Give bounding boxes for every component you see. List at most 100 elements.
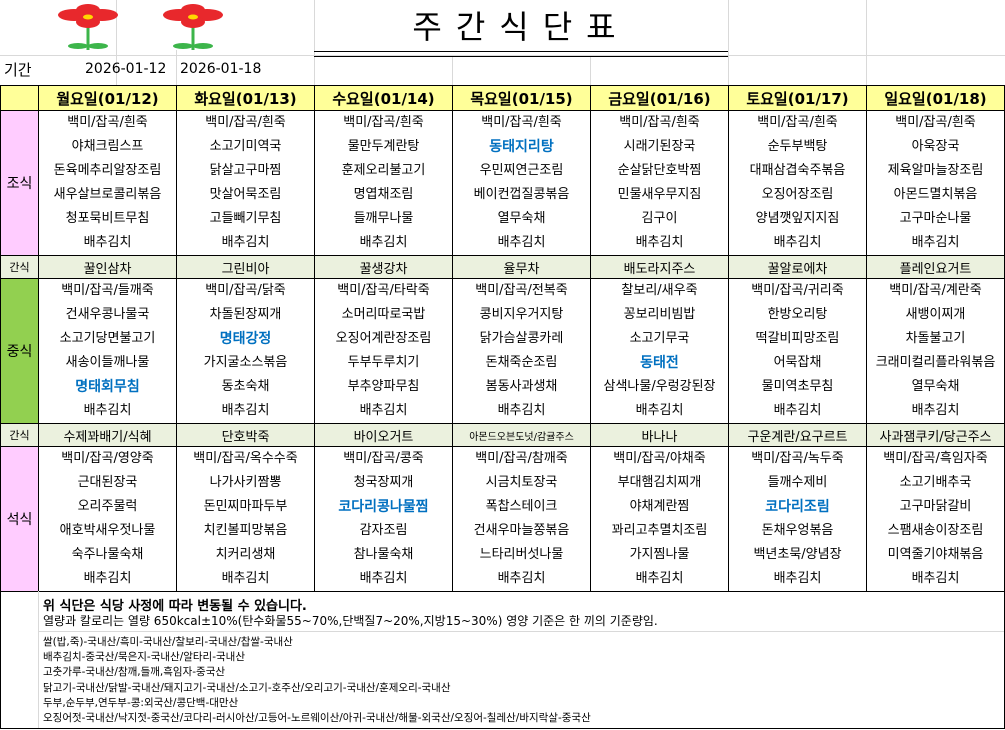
day-header-row: 월요일(01/12) 화요일(01/13) 수요일(01/14) 목요일(01/15)… — [0, 85, 1005, 111]
menu-item: 한방오리탕 — [767, 307, 828, 322]
menu-item: 배추김치 — [773, 403, 822, 418]
menu-item: 청포묵비트무침 — [65, 211, 150, 226]
menu-item: 백미/잡곡/흰죽 — [481, 115, 562, 130]
menu-item: 건새우마늘쫑볶음 — [473, 523, 570, 538]
menu-item: 백년초묵/양념장 — [753, 547, 842, 562]
menu-item: 백미/잡곡/참깨죽 — [475, 451, 568, 466]
origin-line: 쌀(밥,죽)-국내산/흑미-국내산/찰보리-국내산/찹쌀-국내산 — [43, 636, 293, 648]
menu-item: 미역줄기야채볶음 — [887, 547, 984, 562]
menu-item: 순두부백탕 — [767, 139, 828, 154]
day-header: 목요일(01/15) — [452, 85, 591, 111]
snack-cell: 사과잼쿠키/당근주스 — [866, 423, 1005, 447]
menu-item: 떡갈비피망조림 — [755, 331, 840, 346]
menu-item: 열무숙채 — [911, 379, 960, 394]
menu-item: 배추김치 — [497, 403, 546, 418]
menu-item: 명엽채조림 — [353, 187, 414, 202]
menu-item: 폭찹스테이크 — [485, 499, 558, 514]
menu-item: 백미/잡곡/흰죽 — [343, 115, 424, 130]
menu-item: 참나물숙채 — [353, 547, 414, 562]
origin-line: 배추김치-중국산/묵은지-국내산/알타리-국내산 — [43, 651, 245, 664]
menu-item: 오징어계란장조림 — [335, 331, 432, 346]
origin-line: 오징어젓-국내산/낙지젓-중국산/코다리-러시아산/고등어-노르웨이산/아귀-국… — [43, 712, 591, 725]
origin-line: 고춧가루-국내산/참깨,들깨,흑임자-중국산 — [43, 666, 226, 679]
menu-item: 애호박새우젓나물 — [59, 523, 156, 538]
lunch-cell: 백미/잡곡/닭죽 차돌된장찌개 명태강정 가지굴소스볶음 동초숙채 배추김치 — [176, 278, 315, 424]
menu-item: 배추김치 — [911, 403, 960, 418]
lunch-cell: 백미/잡곡/전복죽 콩비지우거지탕 닭가슴살콩카레 돈채죽순조림 봄동사과생채 배추김치 — [452, 278, 591, 424]
snack-row: 간식 수제꽈배기/식혜 단호박죽 바이오거트 아몬드오븐도넛/감귤주스 바나나 구운계란/요… — [0, 423, 1005, 447]
page-title: 주간식단표 — [412, 8, 630, 46]
day-header: 금요일(01/16) — [590, 85, 729, 111]
menu-item: 백미/잡곡/흰죽 — [757, 115, 838, 130]
snack-cell: 바나나 — [590, 423, 729, 447]
menu-item: 아몬드멸치볶음 — [893, 187, 978, 202]
title-underline — [314, 51, 728, 57]
breakfast-row: 조식 백미/잡곡/흰죽 야채크림스프 돈육메추리알장조림 새우살브로콜리볶음 청포묵비트무… — [0, 110, 1005, 256]
menu-item: 시래기된장국 — [623, 139, 696, 154]
menu-item: 닭살고구마찜 — [209, 163, 282, 178]
menu-item: 고구마닭갈비 — [899, 499, 972, 514]
period-label: 기간 — [4, 61, 32, 79]
menu-item: 백미/잡곡/옥수수죽 — [193, 451, 298, 466]
lunch-cell: 백미/잡곡/계란죽 새뱅이찌개 차돌불고기 크래미컬리플라워볶음 열무숙채 배추김치 — [866, 278, 1005, 424]
breakfast-cell: 백미/잡곡/흰죽 순두부백탕 대패삼겹숙주볶음 오징어장조림 양념깻잎지지짐 배추김치 — [728, 110, 867, 256]
menu-item: 오리주물럭 — [77, 499, 138, 514]
menu-item: 동초숙채 — [221, 379, 270, 394]
menu-item: 치킨볼피망볶음 — [203, 523, 288, 538]
menu-item: 배추김치 — [773, 571, 822, 586]
dinner-row: 석식 백미/잡곡/영양죽 근대된장국 오리주물럭 애호박새우젓나물 숙주나물숙채 배추김치 백… — [0, 446, 1005, 592]
menu-item: 봄동사과생채 — [485, 379, 558, 394]
menu-item: 백미/잡곡/계란죽 — [889, 283, 982, 298]
menu-item: 고들빼기무침 — [209, 211, 282, 226]
snack-cell: 단호박죽 — [176, 423, 315, 447]
menu-item: 배추김치 — [359, 571, 408, 586]
menu-item: 돈민찌마파두부 — [203, 499, 288, 514]
menu-item: 닭가슴살콩카레 — [479, 331, 564, 346]
breakfast-cell: 백미/잡곡/흰죽 아욱장국 제육알마늘장조림 아몬드멸치볶음 고구마순나물 배추김치 — [866, 110, 1005, 256]
breakfast-cell: 백미/잡곡/흰죽 물만두계란탕 훈제오리불고기 명엽채조림 들깨무나물 배추김치 — [314, 110, 453, 256]
snack-cell: 바이오거트 — [314, 423, 453, 447]
menu-item: 김구이 — [641, 211, 678, 226]
menu-item: 꽁보리비빔밥 — [623, 307, 696, 322]
dinner-cell: 백미/잡곡/녹두죽 들깨수제비 코다리조림 돈채우엉볶음 백년초묵/양념장 배추김치 — [728, 446, 867, 592]
menu-item: 근대된장국 — [77, 475, 138, 490]
menu-item: 명태강정 — [219, 331, 272, 347]
dinner-cell: 백미/잡곡/야채죽 부대햄김치찌개 야채계란찜 꽈리고추멸치조림 가지찜나물 배추김치 — [590, 446, 729, 592]
menu-item: 배추김치 — [359, 235, 408, 250]
snack-cell: 그린비아 — [176, 255, 315, 279]
origin-line: 두부,순두부,연두부-콩:외국산/콩단백-대만산 — [43, 696, 239, 709]
menu-item: 부추양파무침 — [347, 379, 420, 394]
menu-item: 아욱장국 — [911, 139, 960, 154]
menu-item: 야채계란찜 — [629, 499, 690, 514]
corner-cell — [0, 85, 39, 111]
dinner-cell: 백미/잡곡/흑임자죽 소고기배추국 고구마닭갈비 스팸새송이장조림 미역줄기야채볶음 배추… — [866, 446, 1005, 592]
menu-item: 순살닭단호박찜 — [617, 163, 702, 178]
lunch-cell: 백미/잡곡/귀리죽 한방오리탕 떡갈비피망조림 어묵잡채 물미역초무침 배추김치 — [728, 278, 867, 424]
menu-item: 배추김치 — [773, 235, 822, 250]
flower-icon — [58, 4, 118, 50]
breakfast-cell: 백미/잡곡/흰죽 동태지리탕 우민찌연근조림 베이컨껍질콩볶음 열무숙채 배추김치 — [452, 110, 591, 256]
origin-line: 닭고기-국내산/닭발-국내산/돼지고기-국내산/소고기-호주산/오리고기-국내산… — [43, 681, 451, 694]
day-header: 토요일(01/17) — [728, 85, 867, 111]
menu-item: 소고기당면불고기 — [59, 331, 156, 346]
menu-item: 돈육메추리알장조림 — [53, 163, 162, 178]
menu-item: 소고기미역국 — [209, 139, 282, 154]
period-end: 2026-01-18 — [180, 61, 262, 77]
breakfast-cell: 백미/잡곡/흰죽 소고기미역국 닭살고구마찜 맛살어묵조림 고들빼기무침 배추김치 — [176, 110, 315, 256]
menu-change-notice: 위 식단은 식당 사정에 따라 변동될 수 있습니다. — [43, 599, 307, 614]
menu-item: 백미/잡곡/녹두죽 — [751, 451, 844, 466]
menu-item: 베이컨껍질콩볶음 — [473, 187, 570, 202]
dinner-label: 석식 — [0, 446, 39, 592]
menu-item: 야채크림스프 — [71, 139, 144, 154]
menu-item: 돈채죽순조림 — [485, 355, 558, 370]
day-header: 화요일(01/13) — [176, 85, 315, 111]
menu-item: 크래미컬리플라워볶음 — [875, 355, 996, 370]
menu-item: 가지굴소스볶음 — [203, 355, 288, 370]
day-header: 수요일(01/14) — [314, 85, 453, 111]
dinner-cell: 백미/잡곡/영양죽 근대된장국 오리주물럭 애호박새우젓나물 숙주나물숙채 배추김치 — [38, 446, 177, 592]
menu-item: 찰보리/새우죽 — [621, 283, 698, 298]
menu-item: 백미/잡곡/흰죽 — [205, 115, 286, 130]
menu-item: 백미/잡곡/들깨죽 — [61, 283, 154, 298]
menu-item: 백미/잡곡/귀리죽 — [751, 283, 844, 298]
menu-item: 배추김치 — [83, 235, 132, 250]
